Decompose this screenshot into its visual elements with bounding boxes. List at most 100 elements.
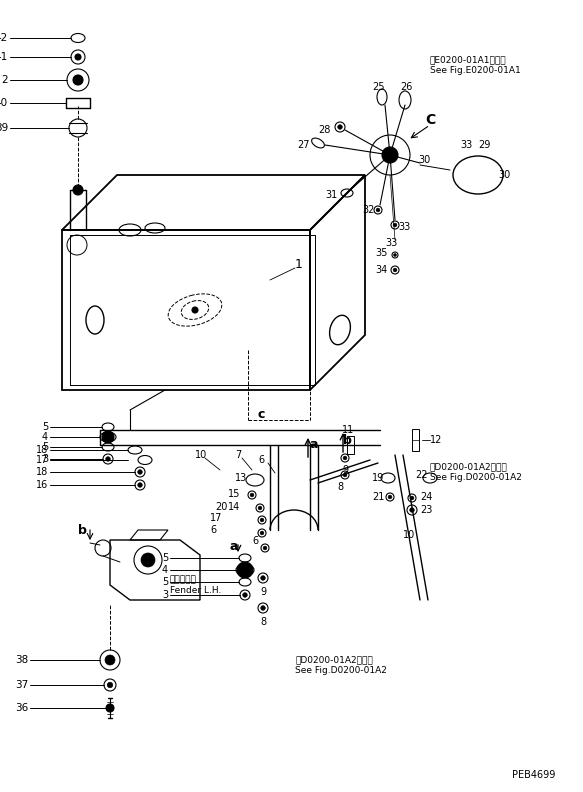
Circle shape [388, 495, 392, 499]
Text: PEB4699: PEB4699 [512, 770, 555, 780]
Text: 3: 3 [42, 454, 48, 464]
Text: 参D0200-01A2図参照
See Fig.D0200-01A2: 参D0200-01A2図参照 See Fig.D0200-01A2 [430, 463, 522, 482]
Circle shape [107, 682, 113, 687]
Text: フェンダ左
Fender L.H.: フェンダ左 Fender L.H. [170, 575, 222, 595]
Text: 5: 5 [42, 422, 48, 432]
Circle shape [260, 518, 264, 522]
Text: 参E0200-01A1図参照
See Fig.E0200-01A1: 参E0200-01A1図参照 See Fig.E0200-01A1 [430, 55, 521, 74]
Circle shape [393, 223, 397, 227]
Circle shape [343, 473, 347, 477]
Text: 15: 15 [228, 489, 240, 499]
Text: 33: 33 [385, 238, 397, 248]
Circle shape [138, 470, 142, 474]
Text: 10: 10 [195, 450, 207, 460]
Text: a: a [310, 439, 318, 451]
Text: 25: 25 [372, 82, 385, 92]
Text: 42: 42 [0, 33, 8, 43]
Text: 16: 16 [36, 480, 48, 490]
Text: 12: 12 [430, 435, 442, 445]
Circle shape [105, 655, 115, 665]
Circle shape [260, 531, 264, 535]
Text: 参D0200-01A2図参照
See Fig.D0200-01A2: 参D0200-01A2図参照 See Fig.D0200-01A2 [295, 655, 387, 675]
Circle shape [263, 546, 267, 550]
Text: 23: 23 [420, 505, 433, 515]
Text: 29: 29 [478, 140, 490, 150]
Circle shape [141, 553, 155, 567]
Circle shape [393, 268, 397, 272]
Circle shape [382, 147, 398, 163]
Circle shape [138, 483, 142, 487]
Text: 28: 28 [318, 125, 331, 135]
Text: 6: 6 [258, 455, 264, 465]
Text: 13: 13 [235, 473, 247, 483]
Circle shape [250, 493, 254, 497]
Text: 9: 9 [260, 587, 266, 597]
Text: 4: 4 [162, 565, 168, 575]
Text: c: c [258, 409, 265, 421]
Bar [346, 436, 353, 454]
Text: 18: 18 [36, 467, 48, 477]
Text: 36: 36 [15, 703, 28, 713]
Text: 3: 3 [162, 590, 168, 600]
Text: 26: 26 [400, 82, 412, 92]
Text: 11: 11 [342, 425, 354, 435]
Text: 21: 21 [372, 492, 384, 502]
Text: 39: 39 [0, 123, 8, 133]
Text: 14: 14 [228, 502, 240, 512]
Text: 6: 6 [210, 525, 216, 535]
Text: 7: 7 [235, 450, 241, 460]
Text: 4: 4 [42, 432, 48, 442]
Text: 20: 20 [215, 502, 227, 512]
Text: b: b [78, 524, 87, 536]
Text: 8: 8 [260, 617, 266, 627]
Text: 33: 33 [460, 140, 472, 150]
Text: 34: 34 [375, 265, 387, 275]
Circle shape [243, 592, 247, 597]
Text: 5: 5 [161, 553, 168, 563]
Circle shape [410, 508, 415, 512]
Text: 41: 41 [0, 52, 8, 62]
Circle shape [338, 125, 342, 129]
Circle shape [102, 431, 114, 443]
Text: 40: 40 [0, 98, 8, 108]
Circle shape [106, 704, 114, 712]
Text: 24: 24 [420, 492, 433, 502]
Text: C: C [425, 113, 436, 127]
Text: 19: 19 [372, 473, 384, 483]
Text: 6: 6 [252, 536, 258, 546]
Text: 5: 5 [42, 442, 48, 452]
Text: 37: 37 [15, 680, 28, 690]
Text: 27: 27 [297, 140, 310, 150]
Text: 9: 9 [342, 465, 348, 475]
Circle shape [394, 253, 396, 257]
Circle shape [258, 506, 262, 510]
Text: 17: 17 [210, 513, 222, 523]
Circle shape [75, 54, 81, 60]
Text: 33: 33 [398, 222, 410, 232]
Text: 32: 32 [362, 205, 374, 215]
Circle shape [106, 457, 110, 461]
Circle shape [73, 75, 83, 85]
Text: 30: 30 [498, 170, 510, 180]
Circle shape [192, 307, 198, 313]
Text: 22: 22 [415, 470, 427, 480]
Text: 1: 1 [295, 258, 303, 272]
Text: 30: 30 [418, 155, 430, 165]
Text: 10: 10 [403, 530, 415, 540]
Text: 31: 31 [325, 190, 337, 200]
Text: 18: 18 [36, 445, 48, 455]
Text: 8: 8 [337, 482, 343, 492]
Text: 17: 17 [36, 455, 48, 465]
Text: a: a [230, 540, 238, 554]
Circle shape [376, 208, 380, 211]
Circle shape [237, 562, 253, 578]
Text: 2: 2 [1, 75, 8, 85]
Circle shape [73, 185, 83, 195]
Text: 35: 35 [375, 248, 387, 258]
Circle shape [410, 497, 414, 500]
Text: 38: 38 [15, 655, 28, 665]
Bar [412, 429, 419, 451]
Text: 5: 5 [161, 577, 168, 587]
Circle shape [261, 576, 265, 581]
Circle shape [343, 456, 347, 460]
